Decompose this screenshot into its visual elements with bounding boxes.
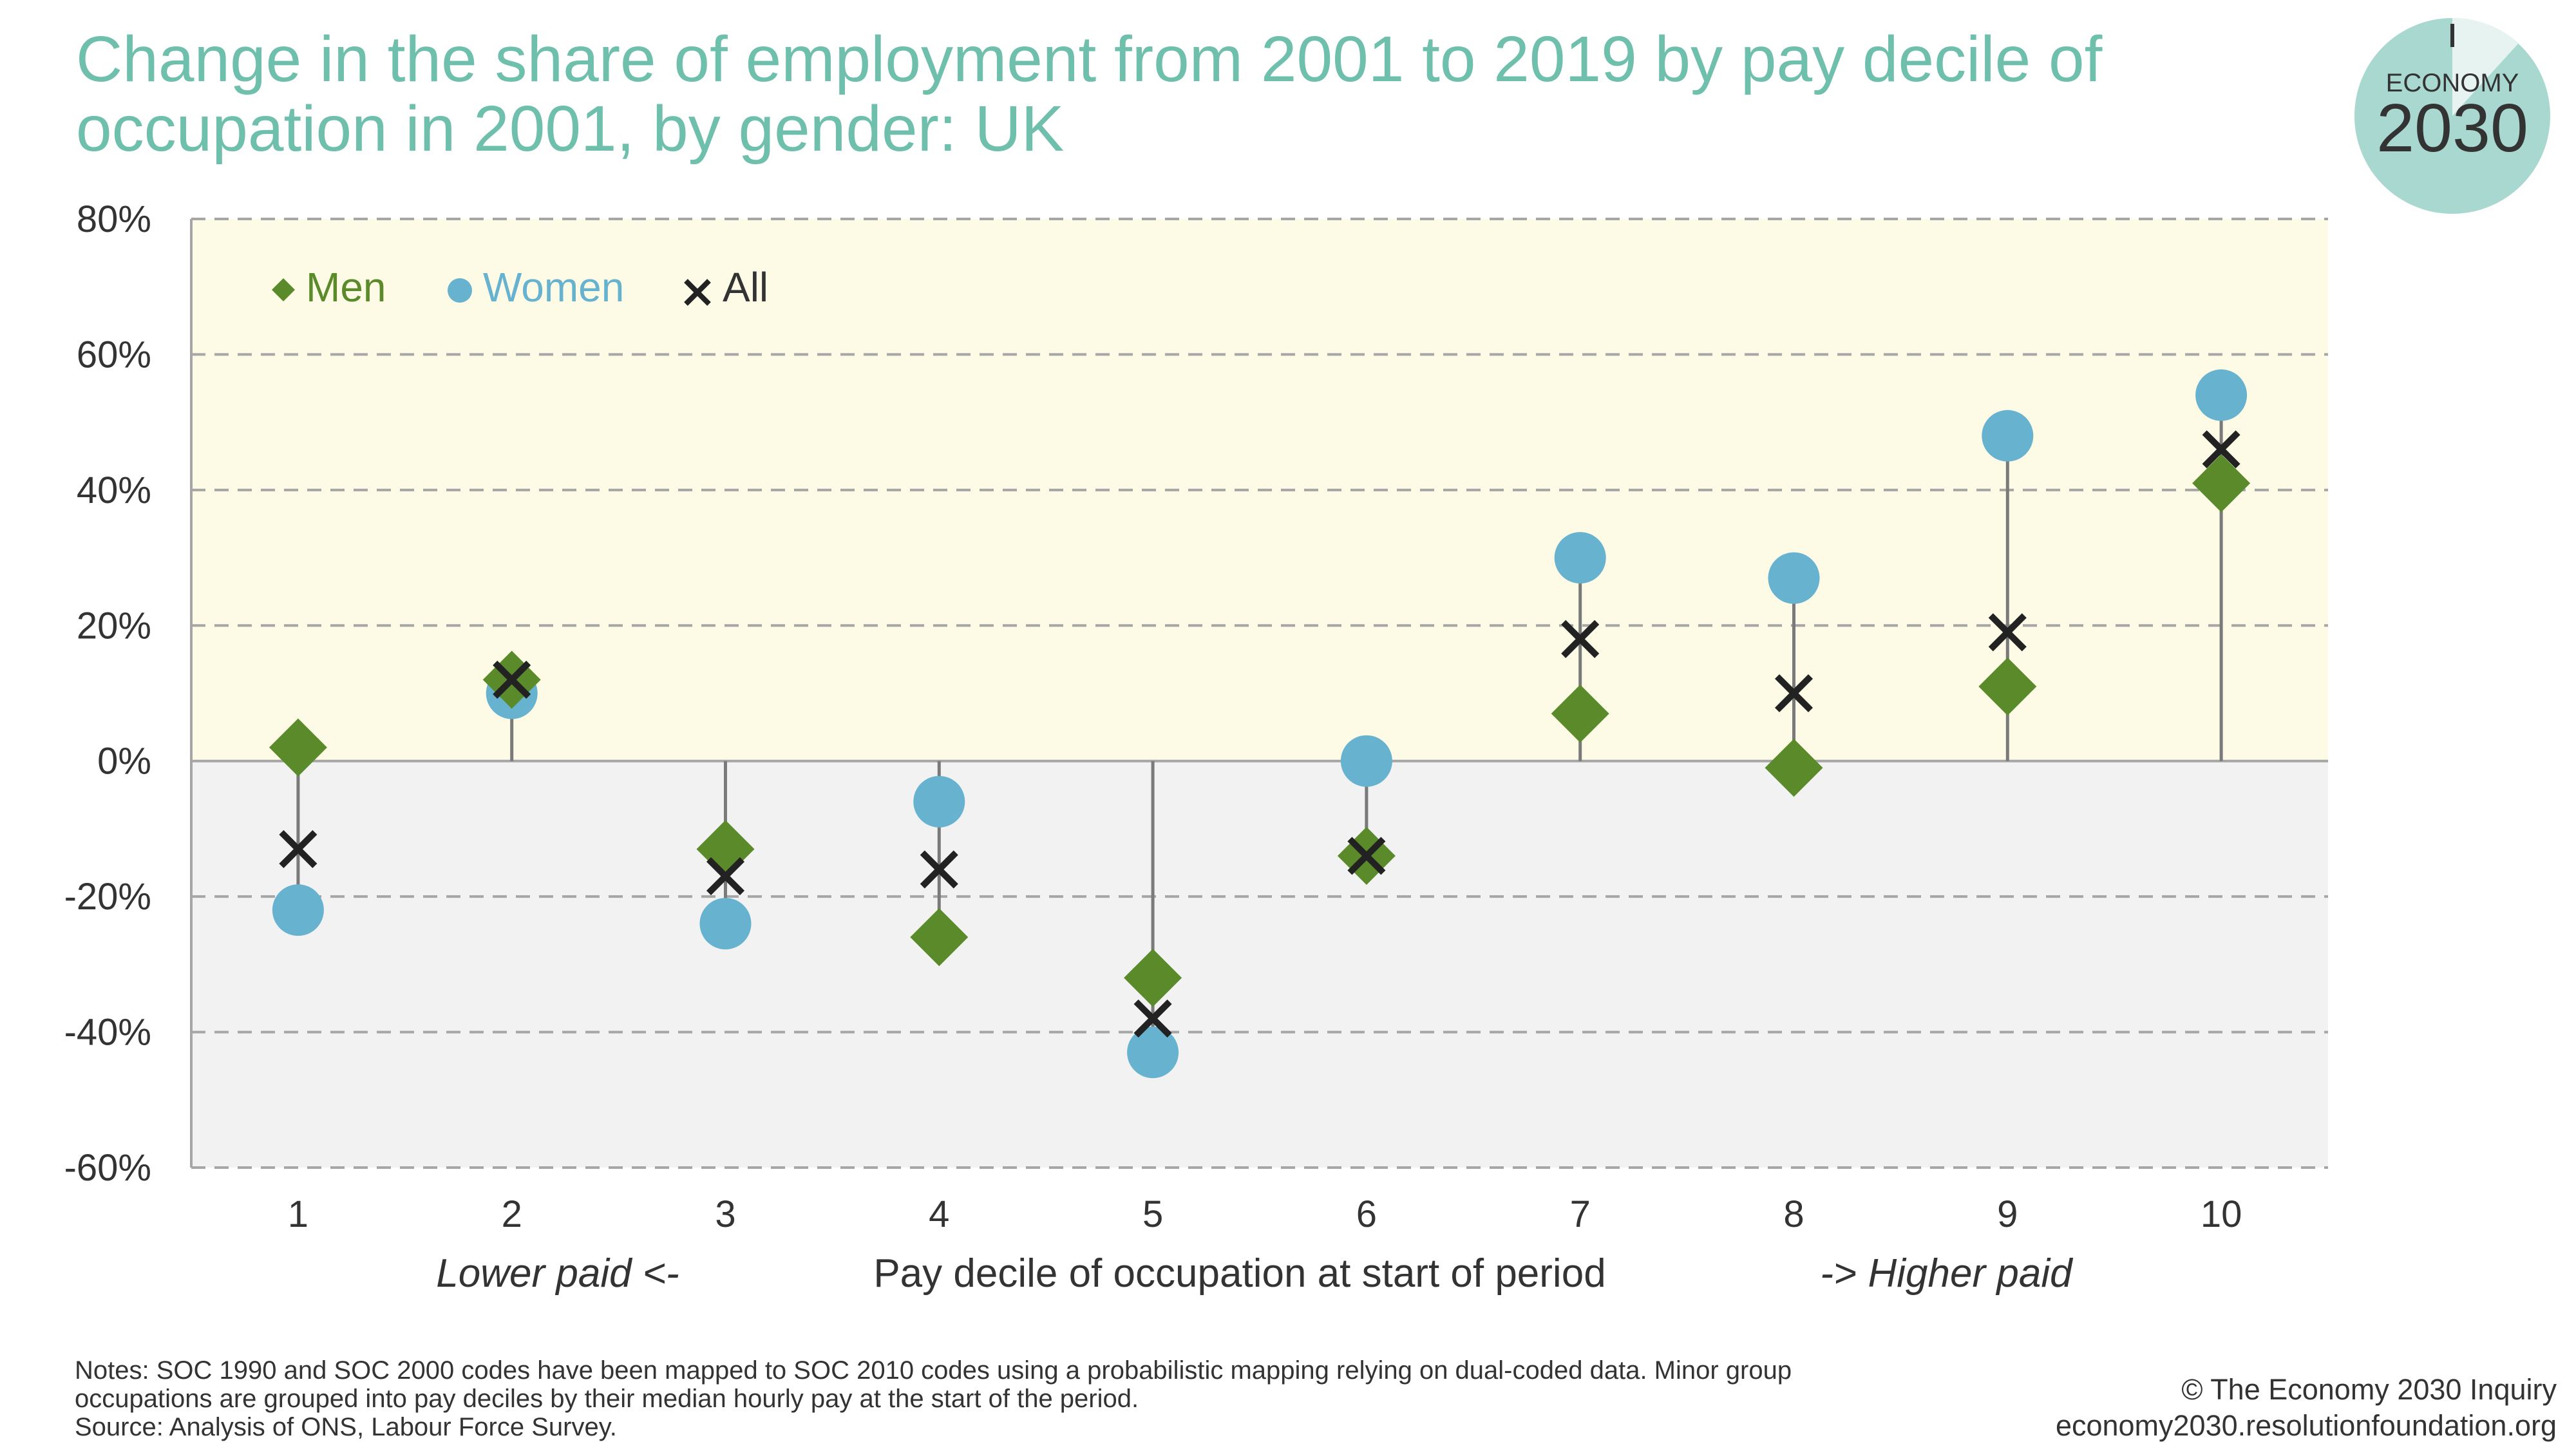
legend-all-marker [684, 279, 711, 306]
women-marker [699, 898, 752, 950]
women-marker [1127, 1027, 1179, 1079]
x-axis-label: Pay decile of occupation at start of per… [873, 1251, 1605, 1296]
legend: Men Women All [272, 264, 768, 310]
notes-line-1: Notes: SOC 1990 and SOC 2000 codes have … [75, 1356, 1792, 1385]
logo-clock-wedge [2452, 17, 2519, 117]
women-marker [1768, 552, 1820, 604]
legend-men-marker [272, 278, 295, 301]
legend-all-label: All [723, 264, 768, 310]
x-tick-label: 2 [502, 1193, 522, 1235]
y-tick-label: -60% [64, 1147, 151, 1189]
y-tick-label: 0% [97, 741, 151, 782]
men-marker [1124, 949, 1182, 1007]
men-marker [1765, 739, 1823, 797]
legend-women-label: Women [483, 264, 624, 310]
logo-text-2030: 2030 [2376, 90, 2528, 166]
women-marker [1340, 735, 1392, 787]
x-axis-label-higher-paid: -> Higher paid [1820, 1251, 2074, 1296]
notes-line-2: occupations are grouped into pay deciles… [75, 1385, 1139, 1413]
x-tick-label: 1 [288, 1193, 308, 1235]
all-marker [1347, 837, 1386, 875]
x-tick-label: 5 [1142, 1193, 1163, 1235]
all-marker [706, 857, 745, 896]
x-tick-label: 10 [2201, 1193, 2242, 1235]
credit: © The Economy 2030 Inquiry economy2030.r… [2056, 1372, 2557, 1444]
legend-women-marker [448, 278, 472, 303]
x-tick-label: 8 [1783, 1193, 1804, 1235]
negative-background-band [191, 761, 2328, 1168]
y-tick-label: 40% [77, 469, 151, 511]
men-marker [2192, 454, 2251, 513]
chart-notes: Notes: SOC 1990 and SOC 2000 codes have … [75, 1356, 1942, 1441]
y-tick-label: 80% [77, 198, 151, 240]
y-tick-label: 20% [77, 605, 151, 647]
women-marker [2195, 369, 2248, 421]
women-marker [1554, 532, 1606, 584]
x-tick-label: 9 [1997, 1193, 2018, 1235]
x-tick-label: 6 [1356, 1193, 1377, 1235]
notes-line-3: Source: Analysis of ONS, Labour Force Su… [75, 1413, 617, 1441]
men-marker [1978, 657, 2037, 715]
women-marker [1982, 410, 2034, 462]
all-marker [920, 850, 958, 889]
legend-men-label: Men [306, 264, 386, 310]
all-marker [2202, 430, 2240, 469]
logo-text-economy: ECONOMY [2386, 69, 2519, 97]
men-marker [910, 908, 969, 967]
x-tick-label: 3 [715, 1193, 735, 1235]
credit-line-1: © The Economy 2030 Inquiry [2181, 1373, 2557, 1406]
women-marker [272, 884, 324, 936]
all-marker [1774, 674, 1814, 713]
women-marker [913, 775, 965, 828]
y-tick-label: -20% [64, 876, 151, 918]
men-marker [1551, 685, 1609, 743]
y-tick-label: -40% [64, 1012, 151, 1054]
economy-2030-logo: ECONOMY 2030 [2354, 17, 2550, 214]
all-marker [1133, 999, 1172, 1038]
credit-line-2: economy2030.resolutionfoundation.org [2055, 1409, 2557, 1442]
x-tick-label: 4 [929, 1193, 949, 1235]
y-tick-label: 60% [77, 334, 151, 375]
all-marker [279, 829, 317, 869]
all-marker [1988, 613, 2027, 652]
chart-title: Change in the share of employment from 2… [76, 23, 2103, 165]
x-axis-label-lower-paid: Lower paid <- [436, 1251, 679, 1296]
men-marker [269, 718, 327, 777]
all-marker [493, 660, 531, 699]
all-marker [1561, 620, 1600, 658]
x-tick-label: 7 [1570, 1193, 1591, 1235]
